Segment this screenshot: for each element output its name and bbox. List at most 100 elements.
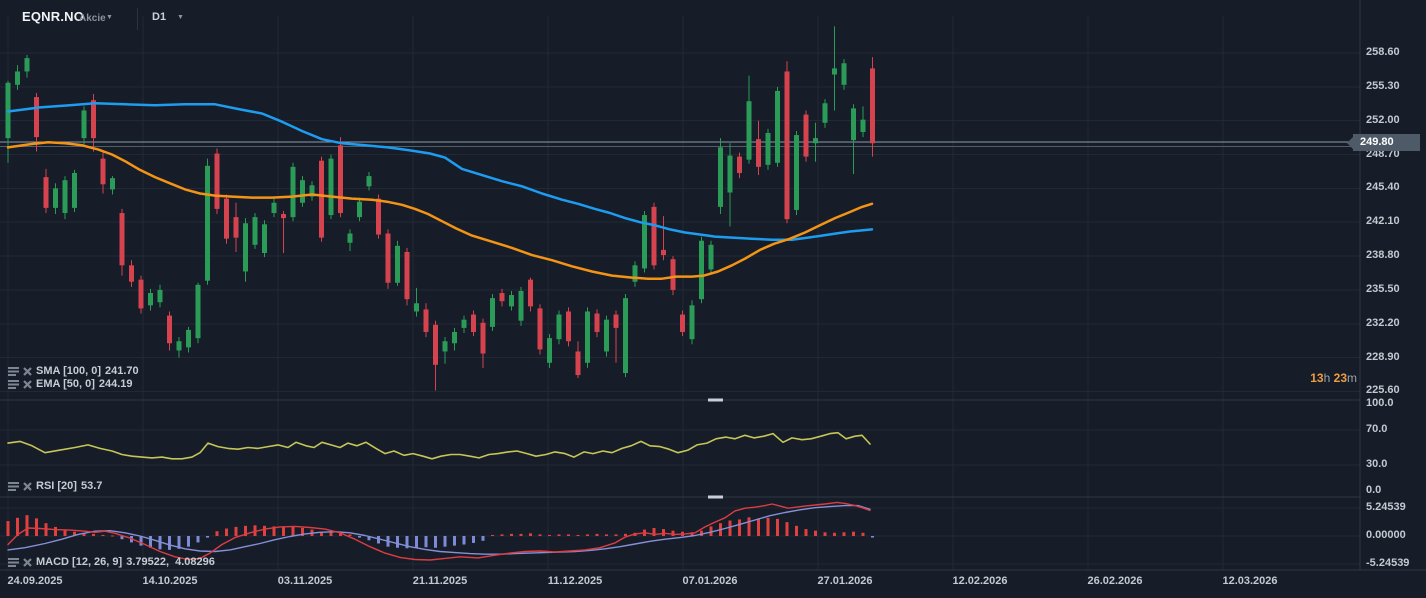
- macd-histogram-bar: [54, 526, 57, 536]
- sma-label: SMA [100, 0]: [36, 365, 102, 377]
- rsi-label: RSI [20]: [36, 480, 77, 492]
- symbol-dropdown-caret-icon[interactable]: ▼: [106, 14, 113, 21]
- indicator-row-sma: SMA [100, 0] 241.70: [8, 365, 139, 377]
- price-axis[interactable]: 258.60 255.30 252.00 248.70 245.40 242.10 238.…: [1360, 0, 1426, 570]
- candle-body: [452, 331, 457, 344]
- price-tick: 238.80: [1366, 249, 1400, 262]
- candle-body: [43, 177, 49, 208]
- indicator-row-ema: EMA [50, 0] 244.19: [8, 378, 133, 390]
- candle-body: [803, 114, 809, 157]
- price-tick: 228.90: [1366, 350, 1400, 363]
- macd-value: 3.79522, 4.08296: [126, 556, 215, 568]
- candle-body: [499, 293, 505, 302]
- macd-histogram-bar: [158, 536, 162, 550]
- macd-histogram-bar: [101, 534, 105, 536]
- macd-histogram-bar: [576, 534, 580, 536]
- indicator-settings-icon[interactable]: [8, 366, 19, 376]
- candle-body: [813, 138, 818, 144]
- candle-body: [243, 223, 248, 272]
- indicator-remove-icon[interactable]: [23, 379, 32, 389]
- sma-value: 241.70: [105, 365, 139, 377]
- candle-body: [34, 97, 39, 138]
- macd-histogram-bar: [766, 517, 770, 536]
- indicator-remove-icon[interactable]: [23, 366, 32, 376]
- candle-body: [309, 185, 315, 197]
- macd-histogram-bar: [291, 526, 295, 536]
- candle-body: [224, 198, 229, 239]
- timeframe-dropdown-caret-icon[interactable]: ▼: [177, 14, 184, 21]
- macd-histogram-bar: [605, 534, 608, 536]
- macd-line: [7, 501, 871, 561]
- candle-body: [366, 176, 372, 187]
- macd-histogram-bar: [139, 536, 143, 546]
- price-tick: 258.60: [1366, 46, 1400, 58]
- symbol-name[interactable]: EQNR.NO: [22, 9, 85, 24]
- candle-body: [537, 308, 543, 350]
- rsi-tick: 70.0: [1366, 423, 1388, 436]
- time-tick: 07.01.2026: [682, 575, 738, 587]
- candle-body: [262, 224, 267, 254]
- macd-histogram-bar: [852, 531, 855, 536]
- time-tick: 12.03.2026: [1222, 575, 1278, 587]
- candle-body: [167, 315, 172, 344]
- macd-histogram-bar: [690, 532, 694, 536]
- candle-body: [157, 289, 163, 303]
- indicator-remove-icon[interactable]: [23, 481, 32, 491]
- candle-body: [547, 338, 552, 363]
- timeframe-selector[interactable]: D1: [152, 11, 167, 23]
- rsi-value: 53.7: [80, 480, 103, 492]
- macd-histogram-bar: [149, 536, 152, 548]
- indicator-remove-icon[interactable]: [23, 557, 32, 567]
- candle-body: [129, 265, 134, 282]
- candle-body: [300, 180, 305, 203]
- year-separator-mark: [708, 495, 723, 499]
- candle-body: [442, 341, 448, 352]
- candle-body: [613, 314, 619, 328]
- macd-histogram-bar: [63, 529, 67, 536]
- macd-tick: 0.00000: [1366, 529, 1406, 541]
- candle-body: [176, 341, 182, 351]
- macd-histogram-bar: [225, 528, 228, 536]
- candle-body: [756, 139, 761, 167]
- indicator-settings-icon[interactable]: [8, 557, 19, 567]
- candle-body: [632, 265, 638, 282]
- macd-histogram-bar: [814, 530, 817, 536]
- candle-body: [414, 303, 419, 312]
- ema-50-line: [6, 140, 874, 280]
- macd-histogram-bar: [187, 536, 190, 547]
- candle-body: [100, 158, 106, 185]
- macd-histogram-bar: [405, 536, 409, 549]
- candle-body: [670, 259, 676, 290]
- rsi-tick: 0.0: [1366, 484, 1382, 496]
- candle-body: [62, 180, 68, 214]
- candle-body: [718, 147, 723, 207]
- candle-body: [281, 214, 286, 219]
- macd-histogram-bar: [614, 534, 618, 536]
- macd-histogram-bar: [842, 532, 846, 536]
- candles-group[interactable]: [5, 26, 876, 391]
- price-tick: 242.10: [1366, 215, 1400, 228]
- time-axis[interactable]: 24.09.2025 14.10.2025 03.11.2025 21.11.2025…: [0, 570, 1426, 598]
- candle-body: [480, 322, 486, 354]
- ema-value: 244.19: [98, 378, 133, 390]
- candle-body: [822, 103, 828, 123]
- macd-histogram-bar: [339, 532, 342, 536]
- price-tick: 252.00: [1366, 113, 1400, 126]
- sma-100-line: [6, 102, 874, 241]
- candle-body: [680, 314, 685, 332]
- indicator-settings-icon[interactable]: [8, 379, 19, 389]
- candle-body: [138, 279, 144, 309]
- macd-histogram-bar: [215, 531, 219, 536]
- macd-histogram-bar: [671, 530, 675, 536]
- candle-body: [338, 145, 343, 214]
- candle-body: [119, 213, 125, 266]
- indicator-settings-icon[interactable]: [8, 481, 19, 491]
- macd-histogram-bar: [586, 534, 589, 536]
- candle-body: [461, 319, 467, 328]
- candle-body: [110, 178, 115, 190]
- macd-histogram-bar: [709, 526, 713, 536]
- candle-body: [575, 351, 581, 376]
- rsi-tick: 30.0: [1366, 457, 1388, 470]
- candle-body: [148, 293, 153, 306]
